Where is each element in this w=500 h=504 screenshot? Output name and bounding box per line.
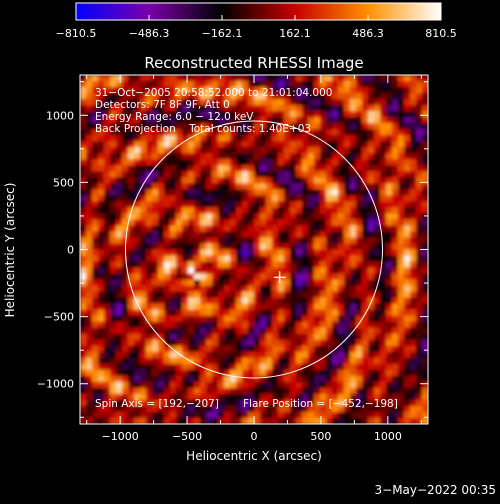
axis-ticks: −1000 −500 0 500 1000 −1000 −500 0 500 1000 bbox=[37, 75, 428, 443]
y-tick-label: 1000 bbox=[46, 109, 74, 122]
map-center-marker bbox=[273, 271, 286, 284]
colorbar-tick-label: 162.1 bbox=[279, 27, 311, 40]
x-tick-label: −500 bbox=[172, 430, 202, 443]
colorbar-tick-label: −162.1 bbox=[202, 27, 243, 40]
y-tick-label: −1000 bbox=[37, 378, 74, 391]
chart-title: Reconstructed RHESSI Image bbox=[144, 54, 363, 72]
colorbar-tick-label: 486.3 bbox=[352, 27, 384, 40]
x-axis-title: Heliocentric X (arcsec) bbox=[186, 449, 322, 463]
info-annotations: 31−Oct−2005 20:58:52.000 to 21:01:04.000… bbox=[95, 87, 332, 135]
spin-axis-label: Spin Axis = [192,−207] bbox=[95, 398, 219, 410]
colorbar: −810.5 −486.3 −162.1 162.1 486.3 810.5 bbox=[56, 2, 457, 40]
flare-position-label: Flare Position = [−452,−198] bbox=[243, 398, 398, 410]
solar-limb-circle bbox=[125, 120, 383, 379]
x-tick-label: 1000 bbox=[374, 430, 402, 443]
colorbar-gradient bbox=[75, 2, 442, 21]
heatmap-image bbox=[80, 75, 428, 424]
colorbar-tick-label: 810.5 bbox=[425, 27, 457, 40]
x-tick-label: −1000 bbox=[102, 430, 139, 443]
annotation-method-counts: Back Projection Total counts: 1.40E+03 bbox=[95, 123, 311, 135]
y-tick-label: −500 bbox=[44, 311, 74, 324]
colorbar-ticks: −810.5 −486.3 −162.1 162.1 486.3 810.5 bbox=[56, 15, 457, 40]
generation-date: 3−May−2022 00:35 bbox=[375, 483, 497, 497]
annotation-energy-range: Energy Range: 6.0 − 12.0 keV bbox=[95, 111, 254, 123]
y-tick-label: 500 bbox=[53, 176, 74, 189]
y-axis-title: Heliocentric Y (arcsec) bbox=[3, 183, 17, 318]
x-tick-label: 0 bbox=[251, 430, 258, 443]
annotation-detectors: Detectors: 7F 8F 9F, Att 0 bbox=[95, 99, 230, 111]
y-tick-label: 0 bbox=[67, 244, 74, 257]
colorbar-tick-label: −810.5 bbox=[56, 27, 97, 40]
colorbar-tick-label: −486.3 bbox=[129, 27, 170, 40]
annotation-time-range: 31−Oct−2005 20:58:52.000 to 21:01:04.000 bbox=[95, 87, 332, 99]
x-tick-label: 500 bbox=[310, 430, 331, 443]
